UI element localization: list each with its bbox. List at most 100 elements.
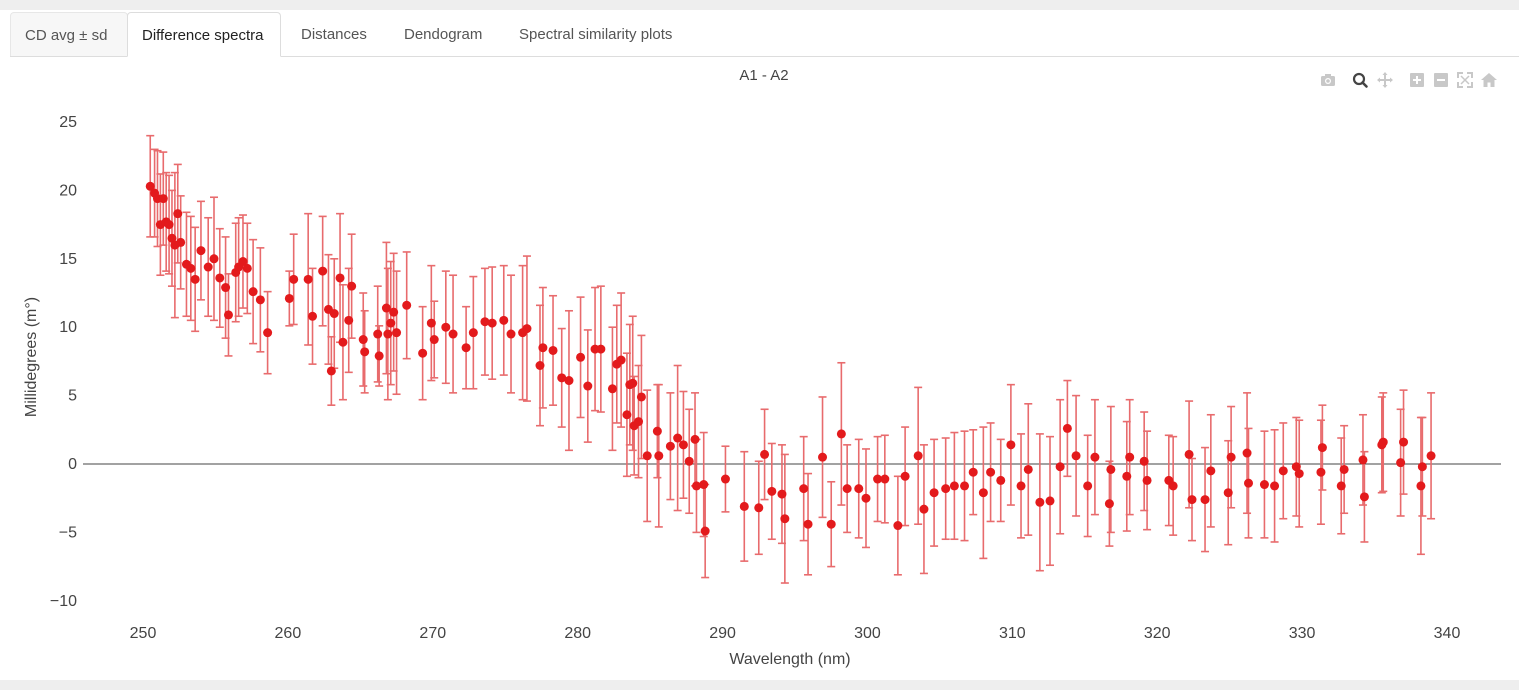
data-point[interactable]: [607, 384, 617, 394]
data-point[interactable]: [949, 481, 959, 491]
data-point[interactable]: [1106, 464, 1116, 474]
data-point[interactable]: [634, 417, 644, 427]
data-point[interactable]: [968, 467, 978, 477]
data-point[interactable]: [506, 329, 516, 339]
data-point[interactable]: [684, 456, 694, 466]
data-point[interactable]: [335, 273, 345, 283]
data-point[interactable]: [499, 315, 509, 325]
data-point[interactable]: [263, 328, 273, 338]
data-point[interactable]: [628, 378, 638, 388]
data-point[interactable]: [1139, 456, 1149, 466]
data-point[interactable]: [622, 410, 632, 420]
data-point[interactable]: [190, 274, 200, 284]
data-point[interactable]: [665, 441, 675, 451]
data-point[interactable]: [522, 324, 532, 334]
data-point[interactable]: [158, 194, 168, 204]
data-point[interactable]: [652, 426, 662, 436]
data-point[interactable]: [803, 519, 813, 529]
data-point[interactable]: [1122, 471, 1132, 481]
data-point[interactable]: [654, 451, 664, 461]
data-point[interactable]: [960, 481, 970, 491]
data-point[interactable]: [548, 345, 558, 355]
data-point[interactable]: [1045, 496, 1055, 506]
data-point[interactable]: [1396, 458, 1406, 468]
data-point[interactable]: [678, 440, 688, 450]
data-point[interactable]: [538, 343, 548, 353]
data-point[interactable]: [673, 433, 683, 443]
data-point[interactable]: [338, 337, 348, 347]
data-point[interactable]: [164, 220, 174, 230]
data-point[interactable]: [221, 283, 231, 293]
data-point[interactable]: [1278, 466, 1288, 476]
data-point[interactable]: [919, 504, 929, 514]
data-point[interactable]: [699, 480, 709, 490]
data-point[interactable]: [392, 328, 402, 338]
data-point[interactable]: [1055, 462, 1065, 472]
data-point[interactable]: [799, 484, 809, 494]
data-point[interactable]: [1316, 467, 1326, 477]
data-point[interactable]: [1223, 488, 1233, 498]
data-point[interactable]: [167, 233, 177, 243]
data-point[interactable]: [1317, 443, 1327, 453]
data-point[interactable]: [1062, 423, 1072, 433]
data-point[interactable]: [1244, 478, 1254, 488]
zoom-in-icon[interactable]: [1407, 71, 1427, 89]
data-point[interactable]: [389, 307, 399, 317]
data-point[interactable]: [386, 318, 396, 328]
data-point[interactable]: [754, 503, 764, 513]
data-point[interactable]: [780, 514, 790, 524]
data-point[interactable]: [996, 475, 1006, 485]
data-point[interactable]: [358, 335, 368, 345]
data-point[interactable]: [1142, 475, 1152, 485]
pan-icon[interactable]: [1375, 71, 1395, 89]
data-point[interactable]: [402, 300, 412, 310]
data-point[interactable]: [1378, 437, 1388, 447]
data-point[interactable]: [1125, 452, 1135, 462]
data-point[interactable]: [1035, 497, 1045, 507]
data-point[interactable]: [690, 434, 700, 444]
data-point[interactable]: [583, 381, 593, 391]
data-point[interactable]: [1339, 464, 1349, 474]
data-point[interactable]: [767, 486, 777, 496]
data-point[interactable]: [381, 303, 391, 313]
tab-difference-spectra[interactable]: Difference spectra: [127, 12, 281, 57]
data-point[interactable]: [818, 452, 828, 462]
tab-dendogram[interactable]: Dendogram: [404, 26, 483, 43]
data-point[interactable]: [616, 355, 626, 365]
data-point[interactable]: [289, 274, 299, 284]
data-point[interactable]: [487, 318, 497, 328]
data-point[interactable]: [1399, 437, 1409, 447]
data-point[interactable]: [720, 474, 730, 484]
data-point[interactable]: [329, 309, 339, 319]
data-point[interactable]: [854, 484, 864, 494]
data-point[interactable]: [700, 526, 710, 536]
data-point[interactable]: [1184, 449, 1194, 459]
zoom-out-icon[interactable]: [1431, 71, 1451, 89]
data-point[interactable]: [1426, 451, 1436, 461]
data-point[interactable]: [760, 449, 770, 459]
data-point[interactable]: [1242, 448, 1252, 458]
data-point[interactable]: [1071, 451, 1081, 461]
data-point[interactable]: [173, 209, 183, 219]
data-point[interactable]: [978, 488, 988, 498]
data-point[interactable]: [448, 329, 458, 339]
home-icon[interactable]: [1479, 71, 1499, 89]
data-point[interactable]: [576, 352, 586, 362]
data-point[interactable]: [636, 392, 646, 402]
data-point[interactable]: [1023, 464, 1033, 474]
data-point[interactable]: [203, 262, 213, 272]
data-point[interactable]: [248, 287, 258, 297]
data-point[interactable]: [557, 373, 567, 383]
camera-icon[interactable]: [1318, 71, 1338, 89]
data-point[interactable]: [374, 351, 384, 361]
data-point[interactable]: [1259, 480, 1269, 490]
data-point[interactable]: [383, 329, 393, 339]
data-point[interactable]: [1226, 452, 1236, 462]
data-point[interactable]: [145, 181, 155, 191]
data-point[interactable]: [461, 343, 471, 353]
autoscale-icon[interactable]: [1455, 71, 1475, 89]
data-point[interactable]: [913, 451, 923, 461]
tab-distances[interactable]: Distances: [301, 26, 367, 43]
data-point[interactable]: [564, 376, 574, 386]
data-point[interactable]: [176, 237, 186, 247]
